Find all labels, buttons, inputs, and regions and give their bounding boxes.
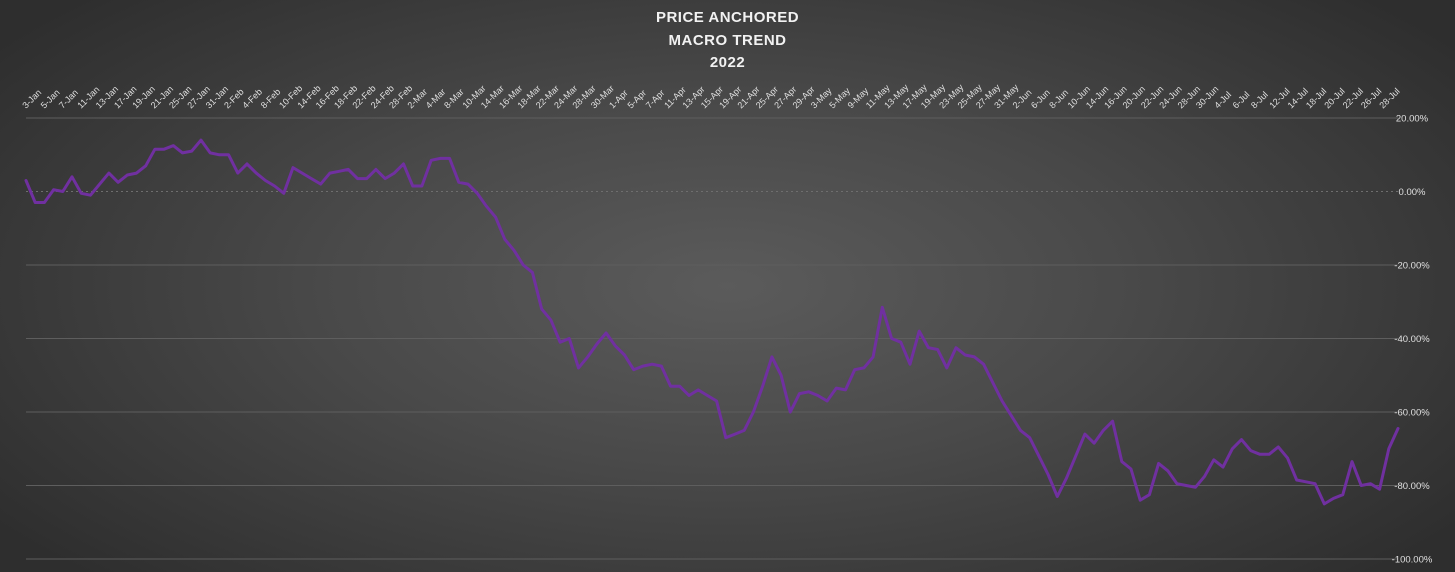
y-tick-label: -20.00% xyxy=(1394,261,1430,272)
x-tick-label: 4-Feb xyxy=(240,87,264,111)
x-tick-label: 28-Jul xyxy=(1377,86,1401,110)
y-tick-label: -80.00% xyxy=(1394,481,1430,492)
x-tick-label: 8-Feb xyxy=(259,87,283,111)
x-tick-label: 6-Jun xyxy=(1029,87,1052,110)
y-tick-label: 0.00% xyxy=(1399,187,1426,198)
x-tick-label: 7-Jan xyxy=(57,87,80,110)
x-tick-label: 6-Jul xyxy=(1231,90,1252,111)
x-tick-label: 8-Mar xyxy=(442,87,466,111)
chart-title-line-2: MACRO TREND xyxy=(668,32,787,49)
chart-title-line-1: PRICE ANCHORED xyxy=(655,9,800,26)
y-tick-label: -60.00% xyxy=(1394,408,1430,419)
x-tick-label: 8-Jul xyxy=(1249,90,1270,111)
gridlines xyxy=(26,117,1398,560)
x-tick-label: 3-Jan xyxy=(20,87,43,110)
y-tick-label: 20.00% xyxy=(1396,114,1429,125)
x-axis-labels: 3-Jan5-Jan7-Jan11-Jan13-Jan17-Jan19-Jan2… xyxy=(20,82,1401,111)
x-tick-label: 8-Jun xyxy=(1047,87,1070,110)
x-tick-label: 5-Apr xyxy=(625,88,648,111)
y-tick-label: -40.00% xyxy=(1394,334,1430,345)
x-tick-label: 5-Jan xyxy=(39,87,62,110)
y-axis-labels: 20.00% 0.00% -20.00% -40.00% -60.00% -80.00% -… xyxy=(1392,114,1433,566)
x-tick-label: 4-Mar xyxy=(424,87,448,111)
chart-title-line-3: 2022 xyxy=(709,54,746,71)
series-line-0 xyxy=(24,138,1400,506)
y-tick-label: -100.00% xyxy=(1392,555,1433,566)
series-layer xyxy=(24,138,1400,506)
x-tick-label: 7-Apr xyxy=(644,88,667,111)
